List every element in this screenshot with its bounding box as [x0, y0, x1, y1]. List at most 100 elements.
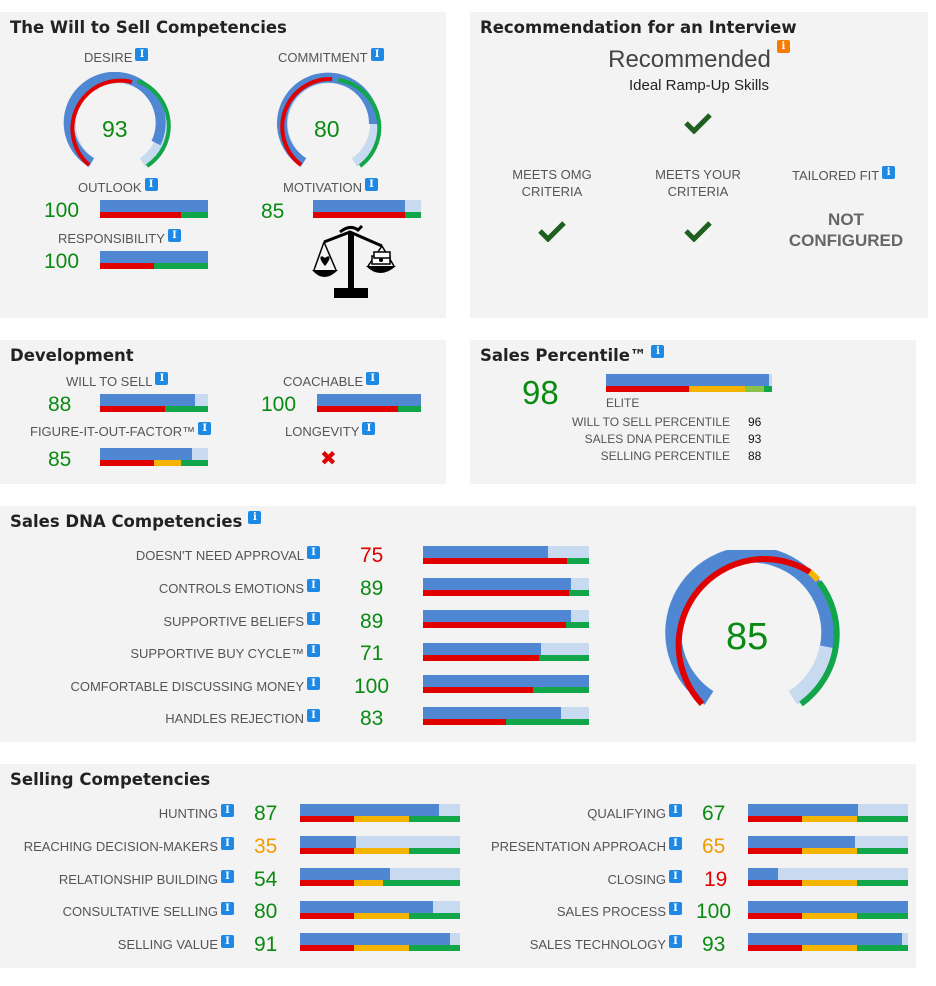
dna-row-value: 75	[360, 544, 384, 567]
selling-row-label: RELATIONSHIP BUILDING i	[59, 870, 234, 887]
tailored-fit-label: TAILORED FIT i	[792, 166, 896, 183]
not-configured-label: NOT CONFIGURED	[788, 210, 904, 250]
panel-title: Development	[10, 346, 134, 365]
figure-it-out-bar	[100, 448, 208, 466]
will-to-sell-percentile-label: WILL TO SELL PERCENTILE	[571, 415, 730, 429]
sales-dna-percentile-value: 93	[748, 432, 762, 446]
info-icon[interactable]: i	[198, 422, 212, 435]
info-icon[interactable]: i	[651, 345, 665, 358]
info-icon[interactable]: i	[221, 902, 234, 915]
commitment-gauge	[277, 72, 382, 168]
info-icon[interactable]: i	[362, 422, 376, 435]
recommendation-subtitle: Ideal Ramp-Up Skills	[628, 77, 770, 94]
selling-panel: Selling Competencies HUNTING i 87 REACHIN…	[0, 764, 916, 968]
selling-row-bar	[300, 836, 460, 854]
sales-dna-gauge	[665, 550, 840, 707]
info-icon[interactable]: i	[307, 546, 320, 559]
info-icon[interactable]: i	[307, 612, 320, 625]
checkmark-icon	[684, 113, 712, 134]
recommendation-status: Recommended i	[470, 40, 928, 74]
info-icon[interactable]: i	[221, 935, 234, 948]
dna-row-label: HANDLES REJECTION i	[165, 709, 320, 726]
desire-gauge	[63, 72, 171, 168]
info-icon[interactable]: i	[248, 511, 262, 524]
commitment-label: COMMITMENT i	[278, 48, 384, 65]
dna-row-bar	[423, 675, 589, 693]
info-icon[interactable]: i	[370, 48, 384, 61]
dna-row-bar	[423, 546, 589, 564]
selling-row-label: SELLING VALUE i	[118, 935, 234, 952]
dna-row-label: COMFORTABLE DISCUSSING MONEY i	[70, 677, 320, 694]
selling-row-value: 100	[696, 900, 732, 923]
will-to-sell-label: WILL TO SELL i	[66, 372, 169, 389]
selling-row-value: 87	[254, 802, 278, 825]
recommendation-panel: Recommendation for an Interview Recommen…	[470, 12, 928, 318]
coachable-value: 100	[261, 393, 297, 416]
dna-row-value: 71	[360, 642, 384, 665]
sales-percentile-panel: Sales Percentile™ i 98 ELITE WILL TO SELL…	[470, 340, 916, 484]
outlook-value: 100	[44, 199, 80, 222]
selling-percentile-label: SELLING PERCENTILE	[600, 449, 730, 463]
sales-dna-percentile-label: SALES DNA PERCENTILE	[584, 432, 730, 446]
dna-row-bar	[423, 578, 589, 596]
will-to-sell-percentile-value: 96	[748, 415, 762, 429]
info-icon[interactable]: i	[669, 902, 682, 915]
selling-row-value: 65	[702, 835, 726, 858]
selling-row-bar	[748, 933, 908, 951]
info-icon[interactable]: i	[669, 804, 682, 817]
selling-row-bar	[748, 868, 908, 886]
info-icon[interactable]: i	[135, 48, 149, 61]
info-icon[interactable]: i	[221, 804, 234, 817]
meets-your-label: MEETS YOUR CRITERIA	[655, 167, 741, 199]
info-icon[interactable]: i	[221, 837, 234, 850]
info-icon[interactable]: i	[221, 870, 234, 883]
info-icon[interactable]: i	[155, 372, 169, 385]
selling-row-bar	[300, 901, 460, 919]
dna-row-label: SUPPORTIVE BUY CYCLE™ i	[130, 644, 320, 661]
info-icon[interactable]: i	[366, 372, 380, 385]
panel-title: Recommendation for an Interview	[480, 18, 797, 37]
selling-row-value: 91	[254, 933, 278, 956]
selling-row-label: QUALIFYING i	[587, 804, 682, 821]
longevity-label: LONGEVITY i	[285, 422, 376, 439]
info-icon[interactable]: i	[776, 40, 790, 53]
info-icon[interactable]: i	[307, 677, 320, 690]
selling-row-label: SALES TECHNOLOGY i	[530, 935, 682, 952]
info-icon[interactable]: i	[167, 229, 181, 242]
checkmark-icon	[538, 221, 566, 242]
coachable-label: COACHABLE i	[283, 372, 380, 389]
meets-omg-label: MEETS OMG CRITERIA	[512, 167, 592, 199]
motivation-label: MOTIVATION i	[283, 178, 378, 195]
info-icon[interactable]: i	[307, 709, 320, 722]
info-icon[interactable]: i	[669, 935, 682, 948]
percentile-tier: ELITE	[606, 396, 640, 410]
info-icon[interactable]: i	[307, 579, 320, 592]
info-icon[interactable]: i	[364, 178, 378, 191]
figure-it-out-value: 85	[48, 448, 72, 471]
panel-title: Selling Competencies	[10, 770, 211, 789]
x-mark-icon: ✖	[320, 448, 337, 470]
dna-row-label: CONTROLS EMOTIONS i	[159, 579, 320, 596]
motivation-value: 85	[261, 200, 285, 223]
selling-row-bar	[300, 933, 460, 951]
panel-title: The Will to Sell Competencies	[10, 18, 287, 37]
commitment-value: 80	[314, 116, 340, 142]
percentile-bar	[606, 374, 772, 394]
info-icon[interactable]: i	[144, 178, 158, 191]
responsibility-bar	[100, 251, 208, 269]
selling-row-label: REACHING DECISION-MAKERS i	[24, 837, 234, 854]
outlook-bar	[100, 200, 208, 218]
dna-row-bar	[423, 610, 589, 628]
info-icon[interactable]: i	[669, 870, 682, 883]
coachable-bar	[317, 394, 421, 412]
percentile-value: 98	[522, 374, 559, 411]
info-icon[interactable]: i	[307, 644, 320, 657]
selling-row-label: HUNTING i	[159, 804, 234, 821]
selling-row-bar	[748, 836, 908, 854]
figure-it-out-label: FIGURE-IT-OUT-FACTOR™ i	[30, 422, 212, 439]
selling-row-bar	[748, 804, 908, 822]
selling-row-value: 67	[702, 802, 726, 825]
dna-row-bar	[423, 643, 589, 661]
info-icon[interactable]: i	[882, 166, 896, 179]
info-icon[interactable]: i	[669, 837, 682, 850]
